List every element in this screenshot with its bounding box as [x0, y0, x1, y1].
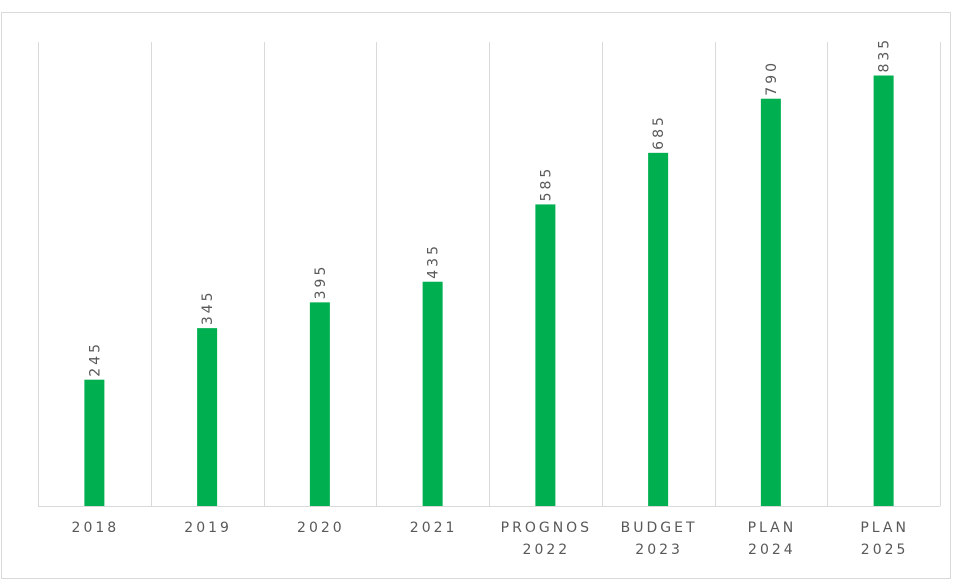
x-tick-label: 2018	[72, 520, 120, 536]
x-tick-label-line: 2024	[748, 542, 796, 558]
x-tick-label-line: BUDGET	[621, 520, 698, 536]
x-tick-label: PLAN 2024	[748, 520, 797, 558]
chart-frame	[1, 12, 951, 579]
data-label: 585	[538, 166, 554, 202]
x-tick-label-line: 2022	[523, 542, 571, 558]
data-label: 395	[313, 264, 329, 300]
bar	[535, 204, 556, 506]
x-tick-label-line: PROGNOS	[501, 520, 592, 536]
x-tick-label-line: PLAN	[860, 520, 909, 536]
bar	[873, 75, 894, 506]
bar	[760, 98, 781, 506]
data-label: 790	[764, 60, 780, 96]
bar	[197, 328, 218, 506]
x-tick-label: PROGNOS 2022	[501, 520, 592, 558]
x-tick-label: BUDGET 2023	[621, 520, 698, 558]
x-tick-label-line: 2025	[861, 542, 909, 558]
bar	[309, 302, 330, 506]
bar	[84, 379, 105, 506]
x-tick-label-line: PLAN	[748, 520, 797, 536]
data-label: 435	[426, 243, 442, 279]
data-label: 345	[200, 289, 216, 325]
bar	[648, 152, 669, 506]
x-tick-label-line: 2023	[635, 542, 683, 558]
x-tick-label: 2020	[297, 520, 345, 536]
data-label: 685	[651, 114, 667, 150]
data-label: 835	[877, 37, 893, 73]
x-tick-label: 2021	[410, 520, 458, 536]
bar	[422, 281, 443, 506]
data-label: 245	[87, 341, 103, 377]
x-tick-label: PLAN 2025	[860, 520, 909, 558]
x-tick-label: 2019	[184, 520, 232, 536]
